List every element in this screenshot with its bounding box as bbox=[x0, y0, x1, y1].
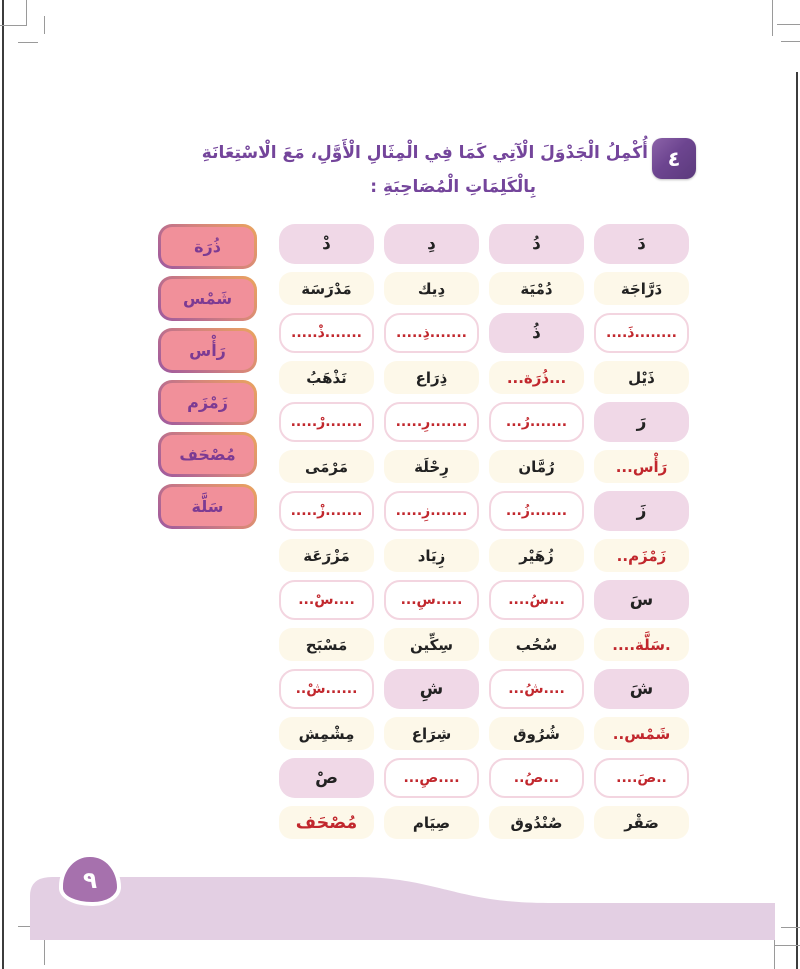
answer-cell[interactable]: ......شْ.. bbox=[279, 669, 374, 710]
word-cell: صَقْر bbox=[594, 806, 689, 840]
word-cell: مِشْمِش bbox=[279, 717, 374, 751]
answer-cell[interactable]: .......ذْ..... bbox=[279, 313, 374, 354]
crop-mark bbox=[0, 25, 27, 26]
example-letter-cell: دْ bbox=[279, 224, 374, 265]
word-cell: رَأْس... bbox=[594, 450, 689, 484]
word-cell: شِرَاع bbox=[384, 717, 479, 751]
word-cell: مُصْحَف bbox=[279, 806, 374, 840]
answer-cell[interactable]: .......زْ..... bbox=[279, 491, 374, 532]
crop-mark bbox=[772, 0, 773, 36]
exercise-instruction: أُكْمِلُ الْجَدْوَلَ الْآتِي كَمَا فِي ا… bbox=[150, 136, 648, 204]
answer-cell[interactable]: ...صُ.. bbox=[489, 758, 584, 799]
crop-mark bbox=[781, 41, 800, 42]
crop-mark bbox=[18, 926, 40, 927]
word-cell: ذِرَاع bbox=[384, 361, 479, 395]
word-bank-item[interactable]: زَمْزَم bbox=[158, 380, 257, 425]
word-bank-item[interactable]: مُصْحَف bbox=[158, 432, 257, 477]
example-letter-cell: صْ bbox=[279, 758, 374, 799]
word-cell: صُنْدُوق bbox=[489, 806, 584, 840]
word-cell: مَدْرَسَة bbox=[279, 272, 374, 306]
answer-cell[interactable]: .......رِ..... bbox=[384, 402, 479, 443]
word-bank-item[interactable]: شَمْس bbox=[158, 276, 257, 321]
word-cell: ...ذُرَة... bbox=[489, 361, 584, 395]
word-cell: شُرُوق bbox=[489, 717, 584, 751]
example-letter-cell: ذُ bbox=[489, 313, 584, 354]
word-cell: رِحْلَة bbox=[384, 450, 479, 484]
word-cell: زُهَيْر bbox=[489, 539, 584, 573]
answer-cell[interactable]: ....شُ... bbox=[489, 669, 584, 710]
word-cell: نَذْهَبُ bbox=[279, 361, 374, 395]
crop-mark bbox=[18, 42, 38, 43]
word-cell: صِيَام bbox=[384, 806, 479, 840]
word-bank-item[interactable]: سَلَّة bbox=[158, 484, 257, 529]
example-letter-cell: شَ bbox=[594, 669, 689, 710]
answer-cell[interactable]: .....سِ... bbox=[384, 580, 479, 621]
footer-band bbox=[30, 877, 775, 940]
word-cell: رُمَّان bbox=[489, 450, 584, 484]
word-cell: دِيك bbox=[384, 272, 479, 306]
word-cell: سِكِّين bbox=[384, 628, 479, 662]
crop-mark bbox=[774, 935, 775, 969]
word-bank-item[interactable]: ذُرَة bbox=[158, 224, 257, 269]
answer-cell[interactable]: .......رُ... bbox=[489, 402, 584, 443]
answer-cell[interactable]: .......زُ... bbox=[489, 491, 584, 532]
crop-mark bbox=[44, 16, 45, 34]
answer-cell[interactable]: ..صَ.... bbox=[594, 758, 689, 799]
word-bank-item[interactable]: رَأْس bbox=[158, 328, 257, 373]
word-cell: مَزْرَعَة bbox=[279, 539, 374, 573]
word-cell: سُحُب bbox=[489, 628, 584, 662]
crop-mark bbox=[26, 0, 27, 26]
exercise-number-badge: ٤ bbox=[652, 138, 696, 179]
answer-cell[interactable]: .......زِ..... bbox=[384, 491, 479, 532]
answer-cell[interactable]: ...سُ.... bbox=[489, 580, 584, 621]
example-letter-cell: دَ bbox=[594, 224, 689, 265]
word-cell: دُمْيَة bbox=[489, 272, 584, 306]
page-right-edge-line bbox=[796, 72, 798, 969]
example-letter-cell: شِ bbox=[384, 669, 479, 710]
instruction-line-2: بِالْكَلِمَاتِ الْمُصَاحِبَةِ : bbox=[370, 177, 536, 197]
example-letter-cell: رَ bbox=[594, 402, 689, 443]
word-cell: مَرْمَى bbox=[279, 450, 374, 484]
word-cell: زَمْزَم.. bbox=[594, 539, 689, 573]
example-letter-cell: دِ bbox=[384, 224, 479, 265]
answer-cell[interactable]: ....صِ... bbox=[384, 758, 479, 799]
example-letter-cell: زَ bbox=[594, 491, 689, 532]
answer-cell[interactable]: .......ذِ..... bbox=[384, 313, 479, 354]
crop-mark bbox=[781, 927, 800, 928]
word-cell: .سَلَّة.... bbox=[594, 628, 689, 662]
page-number: ٩ bbox=[82, 867, 98, 894]
crop-mark bbox=[775, 945, 800, 946]
word-bank: ذُرَة شَمْس رَأْس زَمْزَم مُصْحَف سَلَّة bbox=[158, 224, 257, 529]
word-cell: دَرَّاجَة bbox=[594, 272, 689, 306]
instruction-line-1: أُكْمِلُ الْجَدْوَلَ الْآتِي كَمَا فِي ا… bbox=[201, 143, 648, 163]
word-cell: شَمْس.. bbox=[594, 717, 689, 751]
word-cell: زِيَاد bbox=[384, 539, 479, 573]
example-letter-cell: دُ bbox=[489, 224, 584, 265]
letters-table: دَ دُ دِ دْ دَرَّاجَة دُمْيَة دِيك مَدْرَسَة...… bbox=[277, 222, 689, 845]
crop-mark bbox=[777, 24, 800, 25]
answer-cell[interactable]: ........ذَ.... bbox=[594, 313, 689, 354]
answer-cell[interactable]: .......رْ..... bbox=[279, 402, 374, 443]
page-left-edge-line bbox=[2, 0, 4, 969]
example-letter-cell: سَ bbox=[594, 580, 689, 621]
answer-cell[interactable]: ....سْ... bbox=[279, 580, 374, 621]
word-cell: ذَيْل bbox=[594, 361, 689, 395]
word-cell: مَسْبَح bbox=[279, 628, 374, 662]
crop-mark bbox=[44, 930, 45, 965]
page-number-blob: ٩ bbox=[59, 853, 121, 906]
